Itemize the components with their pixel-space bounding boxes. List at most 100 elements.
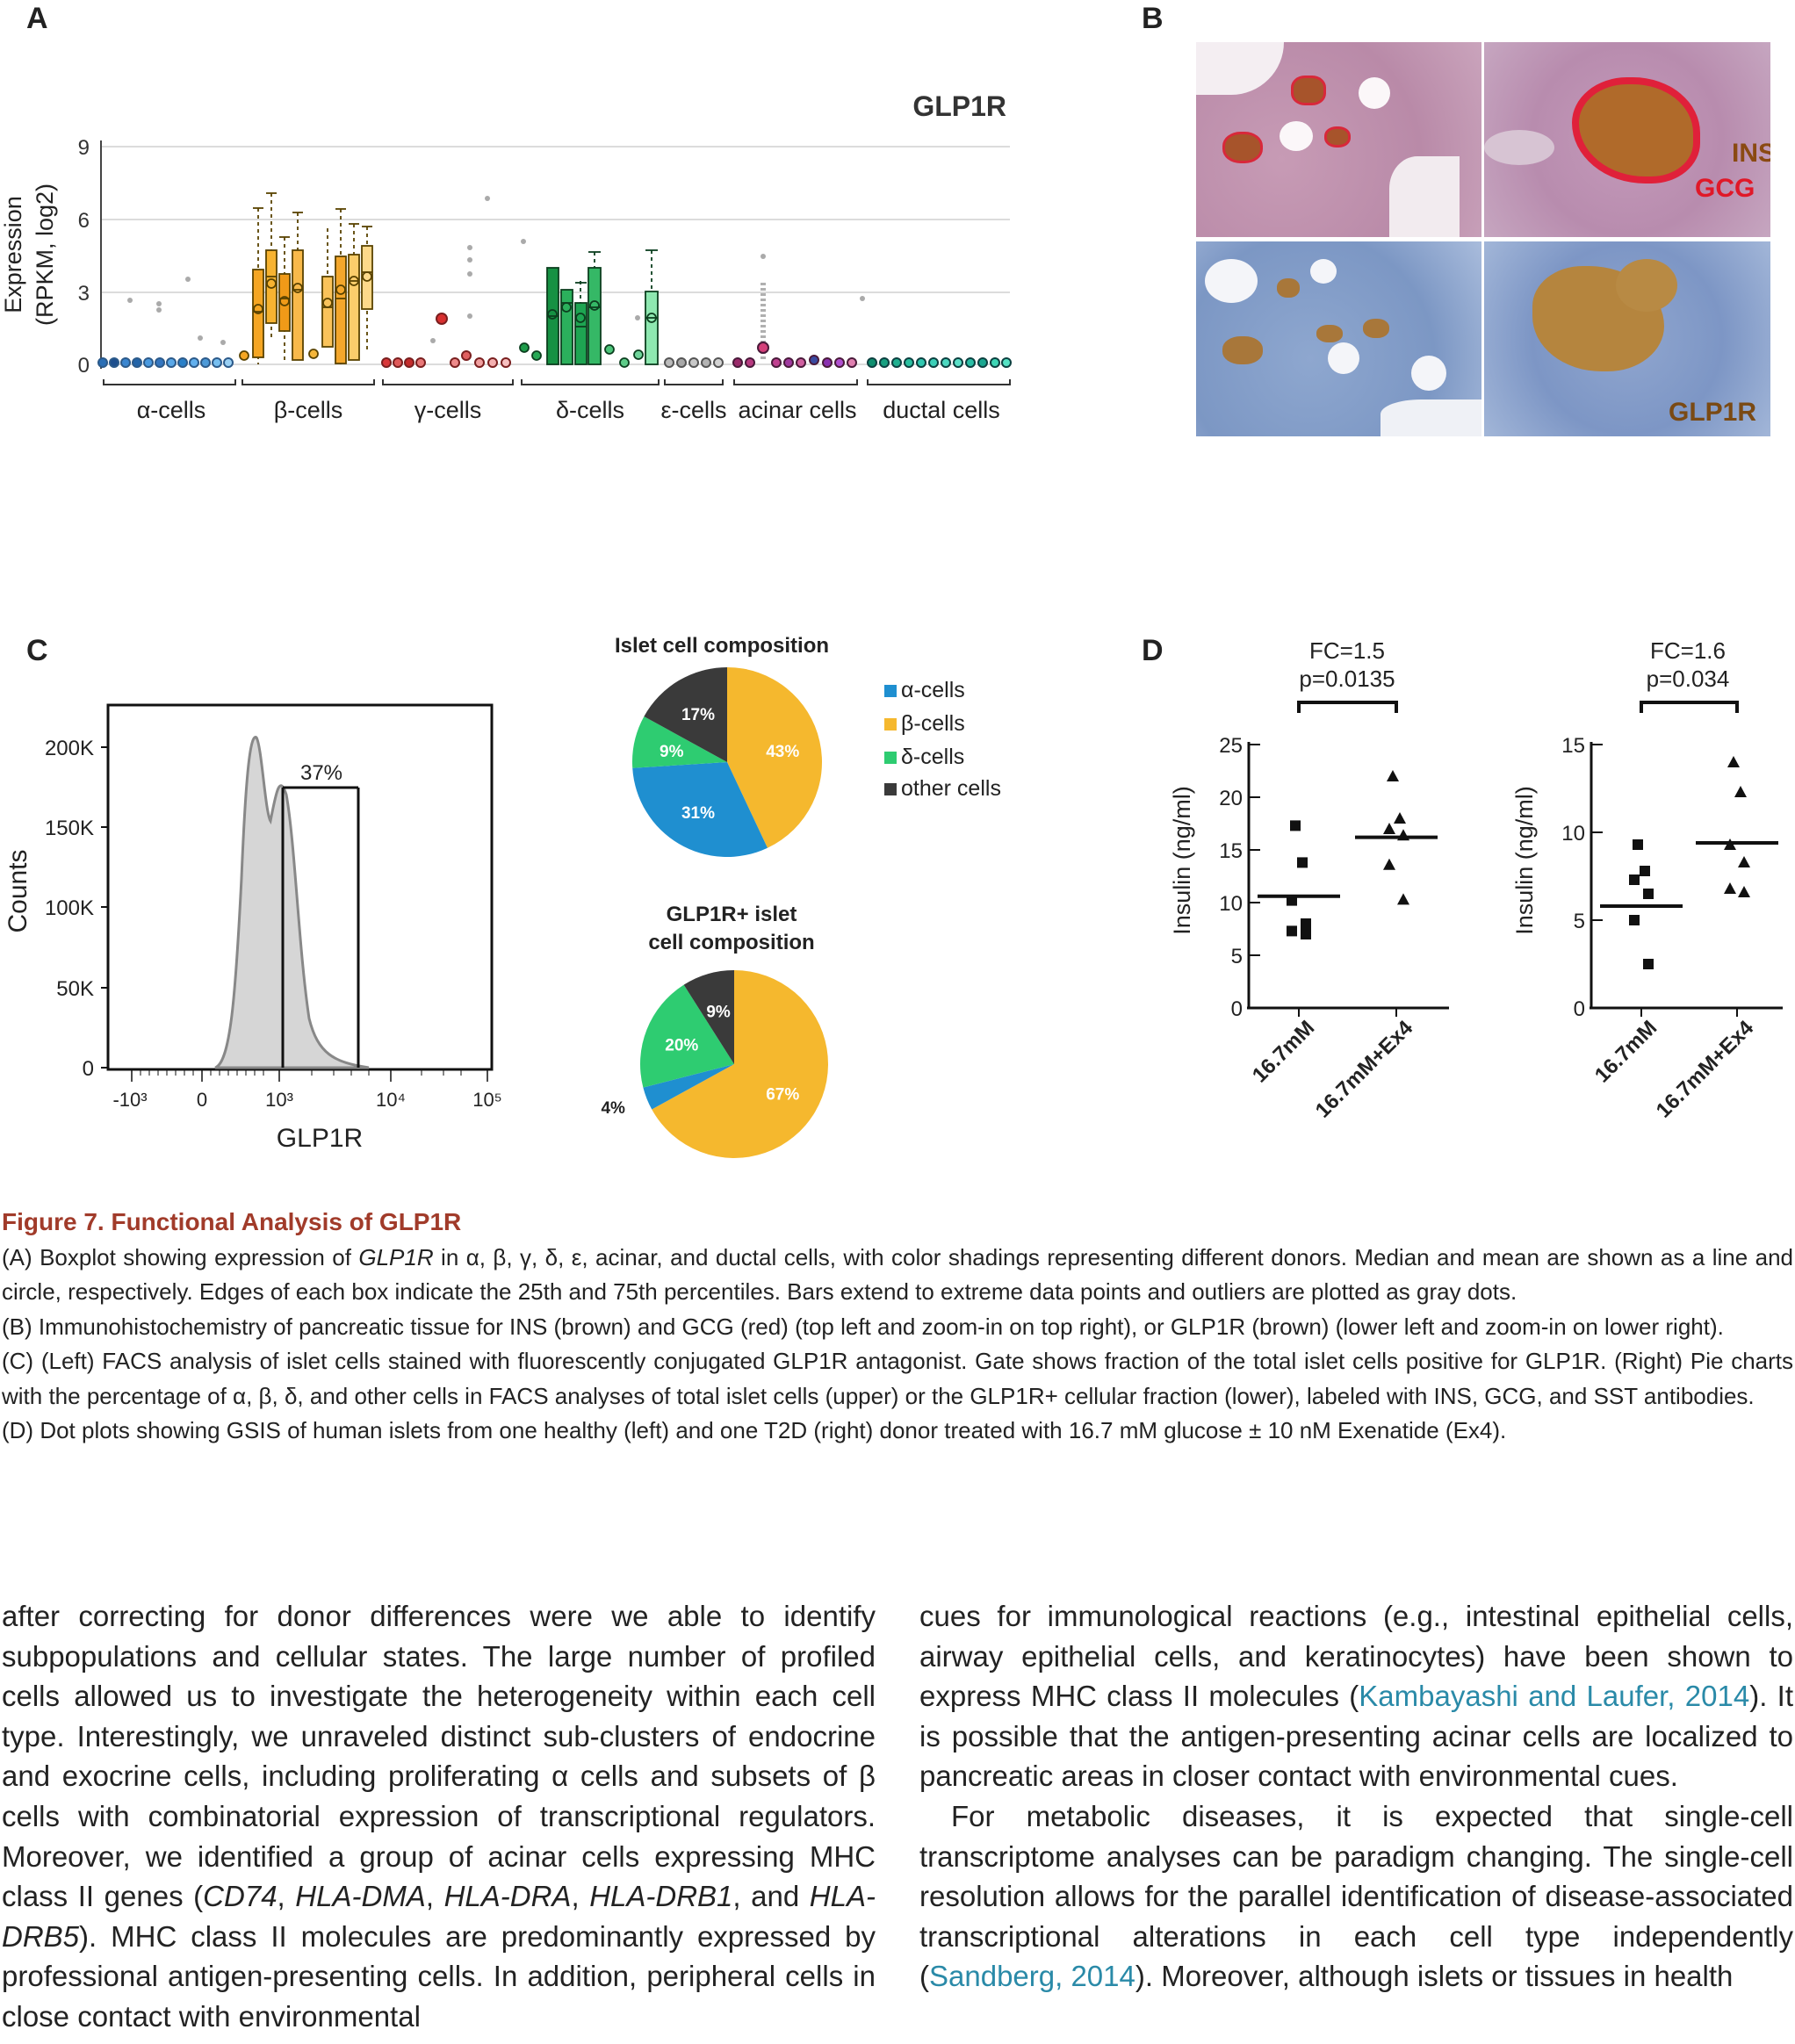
facs-x-tick: -10³ bbox=[112, 1089, 147, 1111]
data-point bbox=[1383, 823, 1395, 834]
data-point bbox=[1629, 915, 1640, 925]
ihc-label-ins: INS bbox=[1732, 139, 1770, 168]
ductal-cells-points bbox=[867, 357, 1012, 368]
legend-swatch bbox=[884, 685, 897, 697]
pie-slice-label: 31% bbox=[681, 804, 715, 823]
dot-right-ylabel: Insulin (ng/ml) bbox=[1511, 786, 1538, 935]
group-brackets bbox=[103, 379, 1011, 385]
gamma-cells-points bbox=[381, 313, 511, 368]
body-text-right: cues for immunological reactions (e.g., … bbox=[919, 1600, 1793, 1993]
panel-label-c: C bbox=[26, 634, 48, 667]
pie-slice-3 bbox=[644, 667, 727, 762]
dot-y-tick: 15 bbox=[1219, 839, 1243, 863]
dot-right-xlabel: 16.7mM+Ex4 bbox=[1652, 1016, 1759, 1123]
citation-link[interactable]: Sandberg, 2014 bbox=[929, 1960, 1135, 1993]
data-point bbox=[1387, 770, 1399, 781]
boxplot-title: GLP1R bbox=[912, 90, 1006, 122]
acinar-cells-points bbox=[732, 342, 857, 368]
dot-y-tick: 0 bbox=[1231, 997, 1243, 1021]
dot-left-ylabel: Insulin (ng/ml) bbox=[1169, 786, 1195, 935]
svg-text:(RPKM, log2): (RPKM, log2) bbox=[32, 184, 58, 326]
pie-slice-label: 4% bbox=[601, 1099, 625, 1118]
dot-y-tick: 20 bbox=[1219, 787, 1243, 810]
panel-label-b: B bbox=[1142, 2, 1164, 35]
data-point bbox=[1643, 889, 1654, 899]
boxplot-ylabel: Expression (RPKM, log2) bbox=[0, 184, 58, 326]
legend-label: δ-cells bbox=[901, 745, 964, 769]
beta-cells-boxes bbox=[239, 192, 373, 364]
data-point bbox=[1290, 820, 1301, 831]
legend-swatch bbox=[884, 783, 897, 795]
facs-histogram: Counts 200K 150K 100K 50K 0 37% -10³ 0 1… bbox=[4, 703, 502, 1153]
figure-caption: Figure 7. Functional Analysis of GLP1R (… bbox=[2, 1205, 1793, 1449]
y-tick: 3 bbox=[78, 282, 90, 306]
data-point bbox=[1301, 918, 1311, 929]
pie-slice-label: 9% bbox=[706, 1003, 731, 1021]
dot-y-tick: 5 bbox=[1574, 910, 1585, 933]
ihc-glp1r-overview bbox=[1196, 241, 1481, 436]
svg-text:Expression: Expression bbox=[0, 196, 26, 313]
pie-slice-label: 67% bbox=[766, 1086, 799, 1105]
alpha-cells-points bbox=[97, 357, 234, 368]
facs-x-tick: 10⁵ bbox=[472, 1089, 502, 1111]
caption-title: Figure 7. Functional Analysis of GLP1R bbox=[2, 1208, 462, 1235]
ihc-glp1r-zoom: GLP1R bbox=[1484, 241, 1770, 436]
epsilon-cells-points bbox=[664, 357, 724, 368]
dot-right-xlabel: 16.7mM bbox=[1590, 1016, 1662, 1087]
data-point bbox=[1287, 925, 1297, 937]
pie-slice-0 bbox=[727, 667, 823, 848]
facs-ylabel: Counts bbox=[4, 849, 32, 932]
legend-label: β-cells bbox=[901, 711, 965, 736]
data-point bbox=[1301, 929, 1311, 939]
pie2-title: GLP1R+ islet bbox=[667, 903, 797, 926]
pie-slice-1 bbox=[643, 1064, 734, 1110]
legend-label: other cells bbox=[901, 776, 1001, 801]
data-point bbox=[1629, 874, 1640, 885]
data-point bbox=[1643, 959, 1654, 969]
ihc-label-gcg: GCG bbox=[1695, 174, 1755, 203]
dot-y-tick: 15 bbox=[1561, 734, 1585, 758]
group-label: ductal cells bbox=[883, 397, 1000, 423]
pie-chart-islet: 43% 31% 9% 17% bbox=[632, 667, 823, 857]
pie2-title: cell composition bbox=[648, 931, 814, 954]
data-point bbox=[1727, 756, 1740, 767]
facs-x-tick: 10³ bbox=[265, 1089, 293, 1111]
group-label: γ-cells bbox=[415, 397, 482, 423]
dot-left-p: p=0.0135 bbox=[1299, 666, 1395, 692]
pie-charts: Islet cell composition 43% 31% 9% 17% GLP1R… bbox=[601, 634, 1001, 1159]
y-tick: 0 bbox=[78, 354, 90, 378]
group-label: δ-cells bbox=[556, 397, 624, 423]
dot-y-tick: 5 bbox=[1231, 945, 1243, 968]
legend-swatch bbox=[884, 718, 897, 731]
dot-y-tick: 10 bbox=[1561, 822, 1585, 846]
caption-b: (B) Immunohistochemistry of pancreatic t… bbox=[2, 1313, 1724, 1340]
legend-swatch bbox=[884, 752, 897, 764]
body-text-left: after correcting for donor differences w… bbox=[2, 1600, 876, 2033]
data-point bbox=[1633, 839, 1643, 850]
facs-y-tick: 0 bbox=[83, 1057, 94, 1081]
pie1-title: Islet cell composition bbox=[615, 634, 829, 658]
facs-x-tick: 10⁴ bbox=[376, 1089, 406, 1111]
group-label: β-cells bbox=[274, 397, 343, 423]
data-point bbox=[1734, 786, 1747, 797]
y-tick: 9 bbox=[78, 136, 90, 160]
facs-gate-label: 37% bbox=[300, 761, 342, 785]
pie-slice-0 bbox=[652, 970, 828, 1159]
pie-slice-1 bbox=[632, 762, 768, 857]
pie-slice-label: 9% bbox=[660, 743, 684, 761]
facs-x-tick: 0 bbox=[197, 1089, 207, 1111]
panel-label-d: D bbox=[1142, 634, 1164, 667]
caption-d: (D) Dot plots showing GSIS of human isle… bbox=[2, 1417, 1507, 1443]
dot-y-tick: 25 bbox=[1219, 734, 1243, 758]
y-tick: 6 bbox=[78, 209, 90, 233]
data-point bbox=[1297, 857, 1308, 868]
pie-chart-glp1r: 67% 4% 20% 9% bbox=[601, 970, 828, 1159]
pie-slice-label: 43% bbox=[766, 743, 799, 761]
delta-cells-boxes bbox=[519, 249, 659, 368]
dot-right-fc: FC=1.6 bbox=[1650, 637, 1726, 664]
facs-xlabel: GLP1R bbox=[277, 1124, 363, 1153]
pie-slice-3 bbox=[683, 970, 734, 1064]
citation-link[interactable]: Kambayashi and Laufer, 2014 bbox=[1359, 1680, 1750, 1713]
ihc-ins-gcg-overview bbox=[1196, 42, 1481, 237]
dot-plots: FC=1.5 p=0.0135 Insulin (ng/ml) 0 5 10 15 20… bbox=[1169, 637, 1783, 1123]
